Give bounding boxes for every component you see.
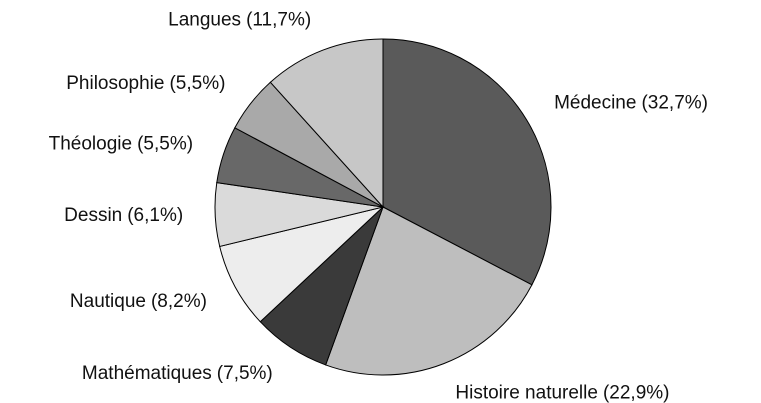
slice-name: Histoire naturelle [455,382,598,403]
pie-slice [325,206,533,376]
slice-value: (11,7%) [246,9,311,30]
slice-value: (6,1%) [127,205,183,226]
slice-name: Mathématiques [82,363,212,384]
slice-name: Médecine [554,92,636,113]
pie-slice [219,206,385,323]
slice-name: Théologie [49,133,132,154]
slice-value: (5,5%) [137,133,193,154]
slice-label: Histoire naturelle (22,9%) [455,382,669,403]
pie-slice [382,38,552,286]
slice-value: (22,9%) [603,382,670,403]
slice-label: Nautique (8,2%) [70,291,207,312]
slice-name: Langues [168,9,241,30]
slice-label: Médecine (32,7%) [554,92,708,113]
slice-name: Philosophie [66,73,164,94]
slice-label: Théologie (5,5%) [49,133,193,154]
slice-value: (5,5%) [169,73,225,94]
slice-name: Dessin [64,205,122,226]
slice-value: (32,7%) [641,92,708,113]
slice-label: Philosophie (5,5%) [66,73,225,94]
slice-label: Langues (11,7%) [168,9,311,30]
slice-label: Mathématiques (7,5%) [82,363,273,384]
slice-value: (8,2%) [151,291,207,312]
slice-label: Dessin (6,1%) [64,205,183,226]
slice-value: (7,5%) [217,363,273,384]
pie-slice [269,38,384,209]
slice-name: Nautique [70,291,146,312]
